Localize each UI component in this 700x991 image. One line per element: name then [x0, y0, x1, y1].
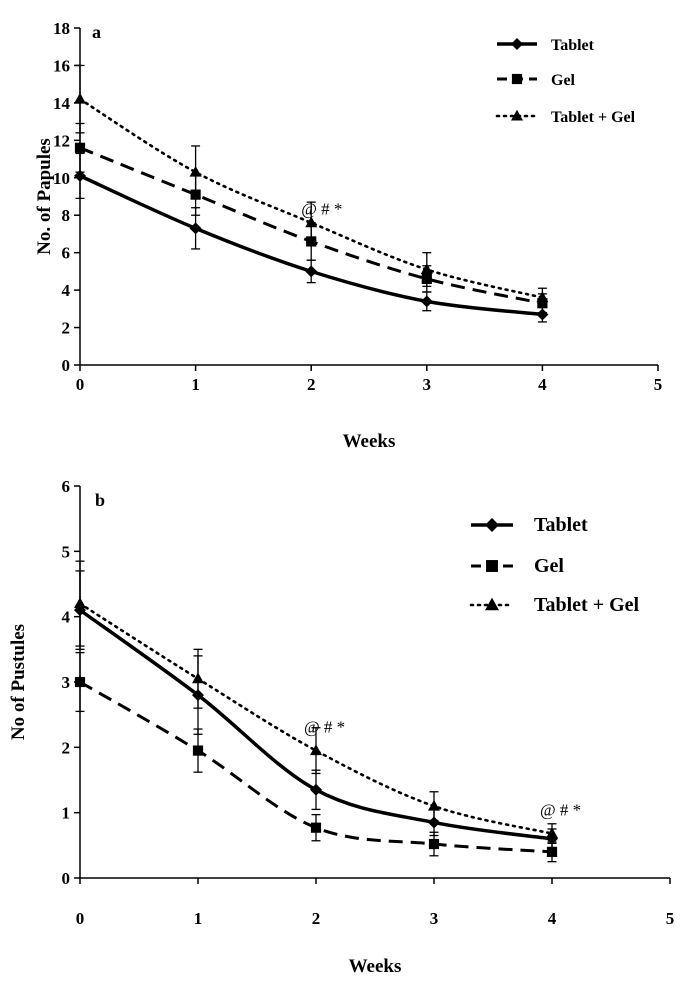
data-point: [546, 846, 558, 857]
data-point: [536, 291, 549, 303]
series-tablet-gel: [74, 64, 549, 308]
legend-marker: [511, 109, 523, 121]
x-tick-label: 1: [191, 375, 200, 394]
data-point: [189, 165, 202, 177]
data-point: [546, 827, 558, 839]
legend-entry: Tablet: [551, 37, 595, 54]
x-tick-label: 1: [194, 909, 203, 928]
y-tick-label: 10: [53, 169, 70, 188]
data-point: [305, 216, 318, 228]
x-tick-label: 3: [423, 375, 432, 394]
y-tick-label: 2: [62, 738, 71, 757]
y-tick-label: 4: [62, 608, 71, 627]
data-point: [192, 672, 204, 684]
y-tick-label: 4: [62, 281, 71, 300]
x-tick-label: 0: [76, 375, 85, 394]
panel-letter: a: [92, 22, 101, 42]
legend-entry: Tablet: [534, 514, 588, 536]
significance-annotation: @ # *: [301, 200, 342, 219]
data-point: [310, 744, 322, 756]
legend-marker: [485, 518, 499, 532]
x-tick-label: 4: [538, 375, 547, 394]
chart-panel-b: 0 1 2 3 4 5 6 0 1 2 3 4 5 Weeks No of Pustules b @ # * @ …: [8, 477, 674, 977]
legend-entry: Tablet + Gel: [551, 109, 636, 126]
legend-marker: [511, 73, 523, 85]
x-axis-title: Weeks: [349, 956, 402, 977]
panel-letter: b: [95, 490, 105, 510]
data-point: [192, 745, 204, 756]
legend: Tablet Gel Tablet + Gel: [495, 37, 636, 126]
legend-entry: Gel: [534, 555, 564, 577]
data-point: [74, 169, 86, 182]
series-line: [78, 602, 554, 835]
x-tick-label: 2: [312, 909, 321, 928]
y-tick-label: 1: [62, 804, 71, 823]
significance-annotation: @ # *: [304, 718, 345, 737]
x-tick-label: 5: [654, 375, 663, 394]
x-axis-title: Weeks: [343, 431, 396, 452]
y-tick-label: 0: [62, 356, 71, 375]
legend-marker: [511, 38, 523, 50]
y-tick-label: 8: [62, 206, 71, 225]
legend: Tablet Gel Tablet + Gel: [469, 514, 640, 616]
y-tick-label: 14: [53, 94, 71, 113]
y-tick-label: 12: [53, 131, 70, 150]
series-line: [78, 608, 553, 841]
series-gel: [74, 651, 558, 863]
data-point: [420, 295, 433, 308]
series-tablet: [74, 570, 558, 850]
data-point: [536, 308, 549, 321]
data-point: [74, 92, 86, 104]
series-tablet-gel: [74, 560, 558, 845]
series-line: [78, 97, 544, 299]
data-point: [420, 263, 433, 275]
y-tick-label: 16: [53, 56, 70, 75]
data-point: [305, 265, 318, 278]
data-point: [310, 822, 322, 833]
data-point: [74, 676, 86, 688]
data-point: [189, 222, 202, 235]
data-point: [428, 799, 440, 811]
y-axis-title: No. of Papules: [34, 138, 55, 255]
data-point: [74, 597, 86, 609]
significance-annotation: @ # *: [540, 801, 581, 820]
x-tick-label: 0: [76, 909, 85, 928]
y-tick-label: 6: [62, 244, 71, 263]
legend-entry: Tablet + Gel: [534, 594, 640, 616]
legend-marker: [485, 597, 499, 611]
x-tick-label: 5: [666, 909, 675, 928]
y-tick-label: 3: [62, 673, 71, 692]
x-tick-label: 2: [307, 375, 316, 394]
data-point: [428, 838, 440, 850]
y-tick-label: 0: [62, 869, 71, 888]
legend-entry: Gel: [551, 72, 576, 89]
x-tick-label: 3: [430, 909, 439, 928]
y-tick-label: 6: [62, 477, 71, 496]
y-axis-title: No of Pustules: [8, 624, 29, 740]
y-tick-label: 18: [53, 19, 70, 38]
legend-marker: [486, 560, 498, 572]
data-point: [310, 783, 322, 796]
x-tick-label: 4: [548, 909, 557, 928]
data-point: [428, 816, 440, 829]
data-point: [74, 142, 86, 153]
series-tablet: [74, 152, 549, 323]
y-tick-label: 5: [62, 542, 71, 561]
y-tick-label: 2: [62, 319, 71, 338]
